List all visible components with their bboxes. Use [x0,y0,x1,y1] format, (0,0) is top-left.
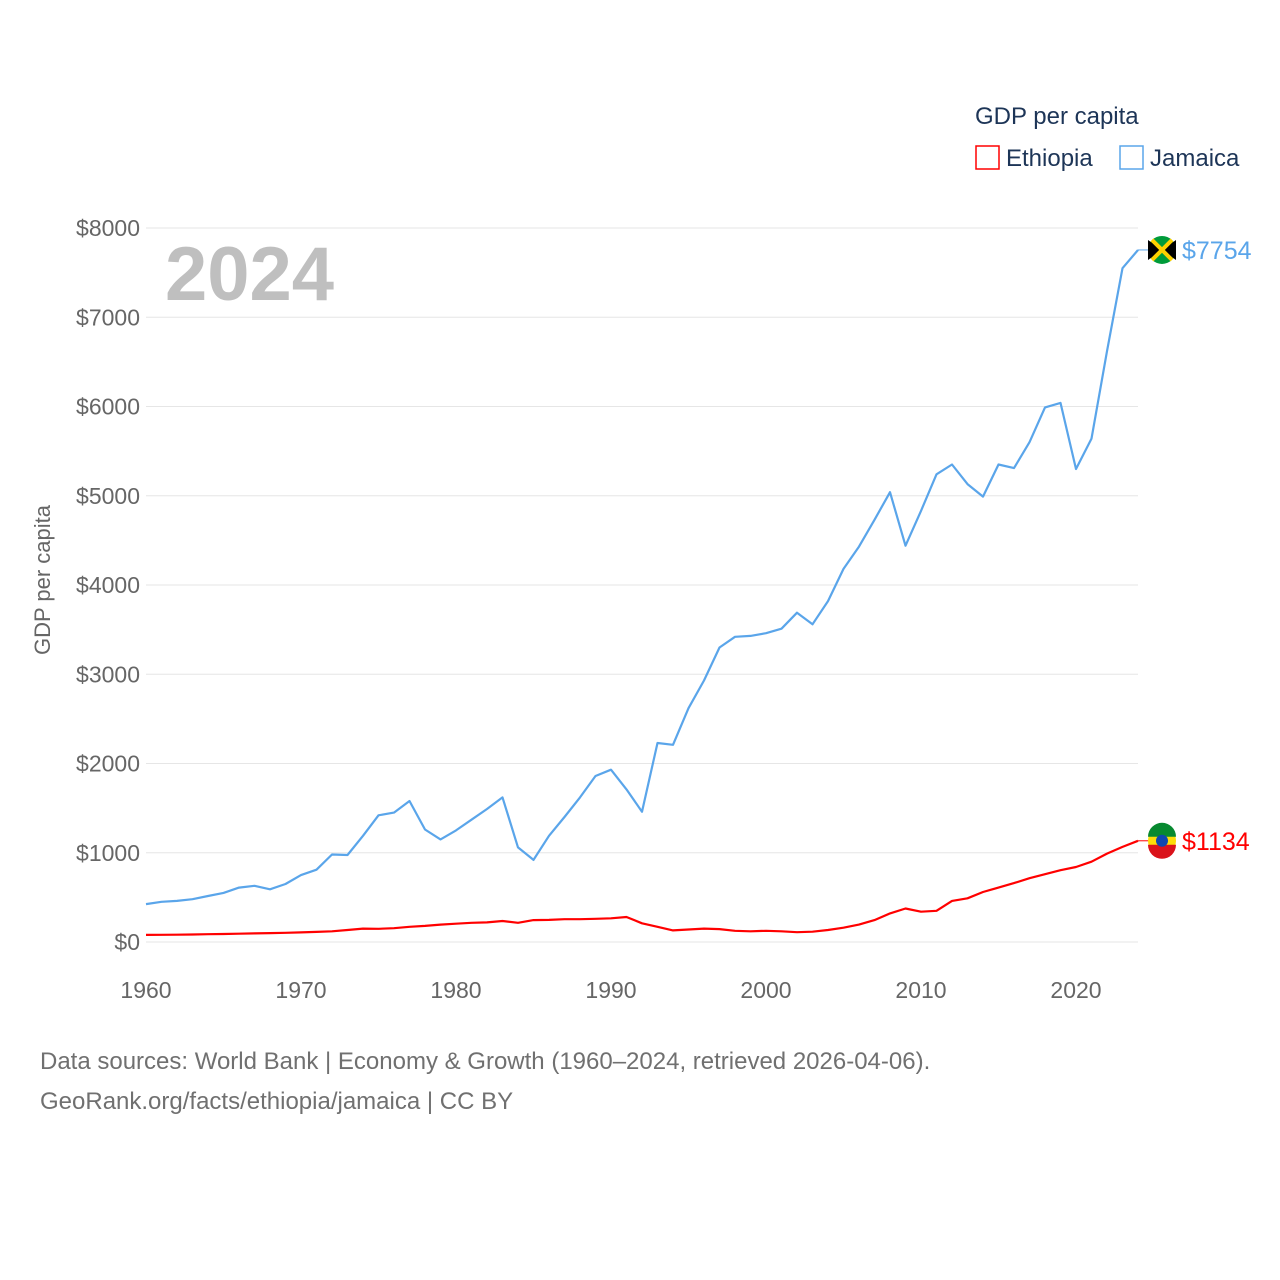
attribution-link[interactable]: GeoRank.org/facts/ethiopia/jamaica | CC … [40,1088,514,1115]
legend-label-ethiopia[interactable]: Ethiopia [1006,145,1093,172]
data-sources: Data sources: World Bank | Economy & Gro… [40,1048,931,1075]
x-tick-label: 2020 [1050,977,1101,1003]
y-tick-label: $0 [114,929,140,955]
legend-swatch-jamaica[interactable] [1119,145,1144,170]
legend-swatch-ethiopia[interactable] [975,145,1000,170]
footer: Data sources: World Bank | Economy & Gro… [40,1042,930,1122]
x-axis: 1960 1970 1980 1990 2000 2010 2020 [120,977,1101,1003]
y-tick-label: $5000 [76,483,140,509]
y-axis: $0 $1000 $2000 $3000 $4000 $5000 $6000 $7000 $80… [76,215,140,955]
legend: GDP per capita Ethiopia Jamaica [975,103,1240,172]
y-tick-label: $7000 [76,304,140,330]
legend-label-jamaica[interactable]: Jamaica [1150,145,1240,172]
flag-jamaica-icon [1148,235,1176,264]
grid [146,227,1138,943]
end-labels: $1134 $7754 [1138,235,1252,859]
x-tick-label: 2000 [740,977,791,1003]
x-tick-label: 2010 [895,977,946,1003]
x-tick-label: 1980 [430,977,481,1003]
y-tick-label: $6000 [76,394,140,420]
y-tick-label: $8000 [76,215,140,241]
flag-ethiopia-icon [1148,822,1176,859]
y-tick-label: $1000 [76,840,140,866]
end-value-ethiopia: $1134 [1182,828,1250,856]
legend-title: GDP per capita [975,103,1139,130]
x-tick-label: 1970 [275,977,326,1003]
x-tick-label: 1990 [585,977,636,1003]
y-tick-label: $2000 [76,751,140,777]
series-line-jamaica [145,249,1139,906]
x-tick-label: 1960 [120,977,171,1003]
series-line-ethiopia [145,839,1139,937]
y-tick-label: $3000 [76,661,140,687]
end-value-jamaica: $7754 [1182,237,1252,265]
y-axis-label: GDP per capita [30,504,55,655]
y-tick-label: $4000 [76,572,140,598]
year-label: 2024 [165,232,334,317]
series-lines [145,249,1139,937]
